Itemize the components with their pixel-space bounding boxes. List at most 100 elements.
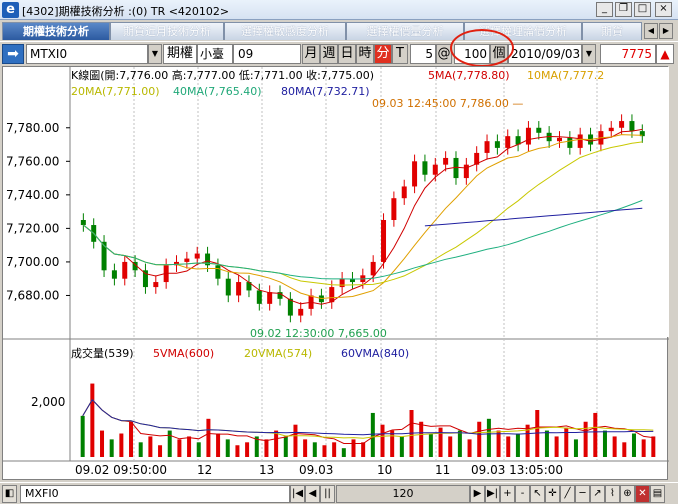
last-price: 7775	[600, 44, 656, 64]
tab-technical-analysis[interactable]: 期權技術分析	[2, 22, 110, 40]
candle-body	[298, 308, 304, 316]
candle-body	[391, 198, 397, 220]
volume-bar	[486, 418, 491, 457]
candle-body	[122, 261, 128, 279]
volume-bar	[573, 439, 578, 457]
price-volume-chart[interactable]: 7,780.00 7,760.00 7,740.00 7,720.00 7,700.00…	[3, 67, 669, 481]
ma40-legend: 40MA(7,765.40)	[173, 85, 262, 98]
volume-bar	[399, 436, 404, 457]
volume-bar	[602, 430, 607, 457]
candle-body	[463, 164, 469, 179]
x-tick-label: 10	[377, 463, 392, 477]
volume-bar	[390, 430, 395, 457]
status-bar: MXFI0 ◧ |◀ ◀ || 120 ▶ ▶| + - ↖ ✛ ╱ ─ ↗ ⌇…	[0, 482, 678, 504]
restore-button[interactable]: ❐	[615, 2, 632, 17]
tab-scroll-right-icon[interactable]: ▶	[659, 23, 673, 39]
vma5-legend: 5VMA(600)	[153, 347, 214, 360]
minimize-button[interactable]: _	[596, 2, 613, 17]
candle-body	[432, 164, 438, 175]
x-tick-label: 09.03	[299, 463, 333, 477]
settings-tool-icon[interactable]: ▤	[650, 485, 665, 503]
volume-bar	[187, 436, 192, 457]
x-tick-label: 11	[435, 463, 450, 477]
interval-input[interactable]: 5	[410, 44, 436, 64]
highlight-circle	[450, 29, 514, 67]
tab-futures-near-month[interactable]: 期貨近月技術分析	[110, 22, 224, 40]
date-dropdown-icon[interactable]: ▼	[582, 44, 596, 64]
title-bar[interactable]: e [4302]期權技術分析 :(0) TR <420102> _ ❐ □ ×	[0, 0, 678, 20]
hline-tool-icon[interactable]: ─	[575, 485, 590, 503]
volume-bar	[283, 436, 288, 457]
candle-body	[277, 292, 283, 299]
volume-bar	[448, 436, 453, 457]
zoom-tool-icon[interactable]: ⊕	[620, 485, 635, 503]
period-week-button[interactable]: 週	[320, 44, 338, 64]
zoom-out-button[interactable]: -	[515, 485, 530, 503]
zoom-in-button[interactable]: +	[500, 485, 515, 503]
compare-symbol-input[interactable]: MXFI0	[20, 485, 290, 503]
volume-bar	[438, 427, 443, 457]
volume-bar	[109, 439, 114, 457]
period-hour-button[interactable]: 時	[356, 44, 374, 64]
tab-scroll-left-icon[interactable]: ◀	[644, 23, 658, 39]
maximize-button[interactable]: □	[634, 2, 651, 17]
delete-tool-icon[interactable]: ✕	[635, 485, 650, 503]
close-button[interactable]: ×	[655, 2, 672, 17]
ma20-legend: 20MA(7,771.00)	[71, 85, 160, 98]
vma60-legend: 60VMA(840)	[341, 347, 409, 360]
last-page-button[interactable]: ▶|	[485, 485, 500, 503]
candle-body	[412, 161, 418, 187]
high-annotation: 09.03 12:45:00 7,786.00 —	[372, 97, 523, 110]
window-title: [4302]期權技術分析 :(0) TR <420102>	[22, 5, 230, 18]
pause-button[interactable]: ||	[320, 485, 335, 503]
volume-bar	[332, 442, 337, 457]
tab-option-price-volume[interactable]: 選擇權價量分析	[346, 22, 464, 40]
vma60-line	[82, 398, 654, 436]
volume-bar	[622, 442, 627, 457]
line-tool-icon[interactable]: ╱	[560, 485, 575, 503]
ray-tool-icon[interactable]: ↗	[590, 485, 605, 503]
volume-bar	[264, 439, 269, 457]
product-field[interactable]: 小臺	[197, 44, 233, 64]
compare-toggle-icon[interactable]: ◧	[2, 485, 17, 503]
candle-body	[453, 157, 459, 179]
vertical-scrollbar[interactable]	[669, 66, 678, 480]
volume-bar	[583, 421, 588, 457]
candle-body	[153, 282, 159, 288]
candle-body	[256, 290, 262, 304]
volume-bar	[351, 439, 356, 457]
y-tick-label: 7,760.00	[6, 154, 59, 168]
crosshair-tool-icon[interactable]: ✛	[545, 485, 560, 503]
ma5-legend: 5MA(7,778.80)	[428, 69, 510, 82]
volume-y-tick: 2,000	[31, 395, 65, 409]
first-page-button[interactable]: |◀	[290, 485, 305, 503]
symbol-input[interactable]: MTXI0	[26, 44, 148, 64]
tab-option-sensitivity[interactable]: 選擇權敏感度分析	[224, 22, 346, 40]
symbol-dropdown-icon[interactable]: ▼	[148, 44, 162, 64]
chart-area[interactable]: 7,780.00 7,760.00 7,740.00 7,720.00 7,700.00…	[2, 66, 669, 481]
date-input[interactable]: 2010/09/03	[508, 44, 582, 64]
volume-label: 成交量(539)	[71, 346, 134, 360]
volume-bar	[158, 445, 163, 457]
period-month-button[interactable]: 月	[302, 44, 320, 64]
next-page-button[interactable]: ▶	[470, 485, 485, 503]
go-arrow-icon[interactable]: ➡	[2, 44, 24, 64]
volume-bar	[428, 433, 433, 457]
fibo-tool-icon[interactable]: ⌇	[605, 485, 620, 503]
category-select[interactable]: 期權	[163, 44, 197, 64]
month-field[interactable]: 09	[233, 44, 301, 64]
pointer-tool-icon[interactable]: ↖	[530, 485, 545, 503]
period-day-button[interactable]: 日	[338, 44, 356, 64]
prev-page-button[interactable]: ◀	[305, 485, 320, 503]
y-tick-label: 7,680.00	[6, 288, 59, 302]
volume-bar	[612, 436, 617, 457]
candle-body	[515, 136, 521, 145]
period-tick-button[interactable]: T	[392, 44, 408, 64]
bars-count-field[interactable]: 120	[336, 485, 470, 503]
volume-bar	[216, 433, 221, 457]
tab-futures[interactable]: 期貨	[582, 22, 642, 40]
period-minute-button[interactable]: 分	[374, 44, 392, 64]
price-panel	[3, 67, 669, 337]
candle-body	[484, 141, 490, 153]
